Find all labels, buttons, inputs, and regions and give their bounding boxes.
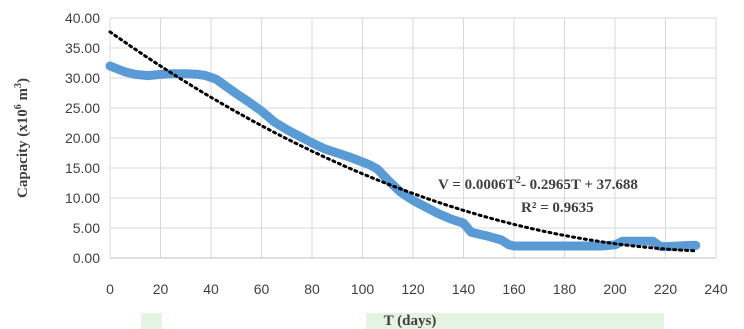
x-axis-ticks: 0 20 40 60 80 100 120 140 160 180 200 220 240 [106, 281, 728, 297]
x-tick-label: 20 [153, 281, 169, 297]
capacity-series [105, 61, 701, 252]
y-tick-label: 5.00 [73, 220, 100, 236]
x-tick-label: 160 [502, 281, 526, 297]
grid-lines [109, 17, 717, 259]
trend-r-squared: R² = 0.9635 [521, 200, 594, 216]
x-tick-label: 140 [452, 281, 476, 297]
x-tick-label: 240 [704, 281, 728, 297]
y-tick-label: 0.00 [73, 250, 100, 266]
highlight-left [141, 313, 162, 329]
y-tick-label: 25.00 [65, 100, 100, 116]
y-axis-title-unit-exp: 3 [13, 83, 24, 88]
highlight-right [366, 313, 664, 329]
x-axis-title: T (days) [384, 313, 437, 329]
y-tick-label: 35.00 [65, 40, 100, 56]
y-tick-label: 30.00 [65, 70, 100, 86]
y-tick-label: 15.00 [65, 160, 100, 176]
trend-line [108, 30, 698, 253]
capacity-line [105, 61, 701, 252]
x-tick-label: 100 [351, 281, 375, 297]
y-tick-label: 10.00 [65, 190, 100, 206]
y-axis-title: Capacity (x106 m3) [13, 78, 31, 198]
trendline-series [108, 30, 698, 253]
y-tick-label: 20.00 [65, 130, 100, 146]
x-tick-label: 200 [603, 281, 627, 297]
y-axis-ticks: 0.00 5.00 10.00 15.00 20.00 25.00 30.00 35.00 40… [65, 10, 100, 266]
x-tick-label: 60 [254, 281, 270, 297]
x-tick-label: 180 [553, 281, 577, 297]
y-tick-label: 40.00 [65, 10, 100, 26]
x-tick-label: 40 [203, 281, 219, 297]
x-tick-label: 220 [654, 281, 678, 297]
y-axis-title-exp: 6 [13, 104, 24, 109]
x-tick-label: 80 [304, 281, 320, 297]
trend-equation: V = 0.0006T2- 0.2965T + 37.688 [438, 175, 638, 193]
x-tick-label: 120 [401, 281, 425, 297]
x-tick-label: 0 [106, 281, 114, 297]
